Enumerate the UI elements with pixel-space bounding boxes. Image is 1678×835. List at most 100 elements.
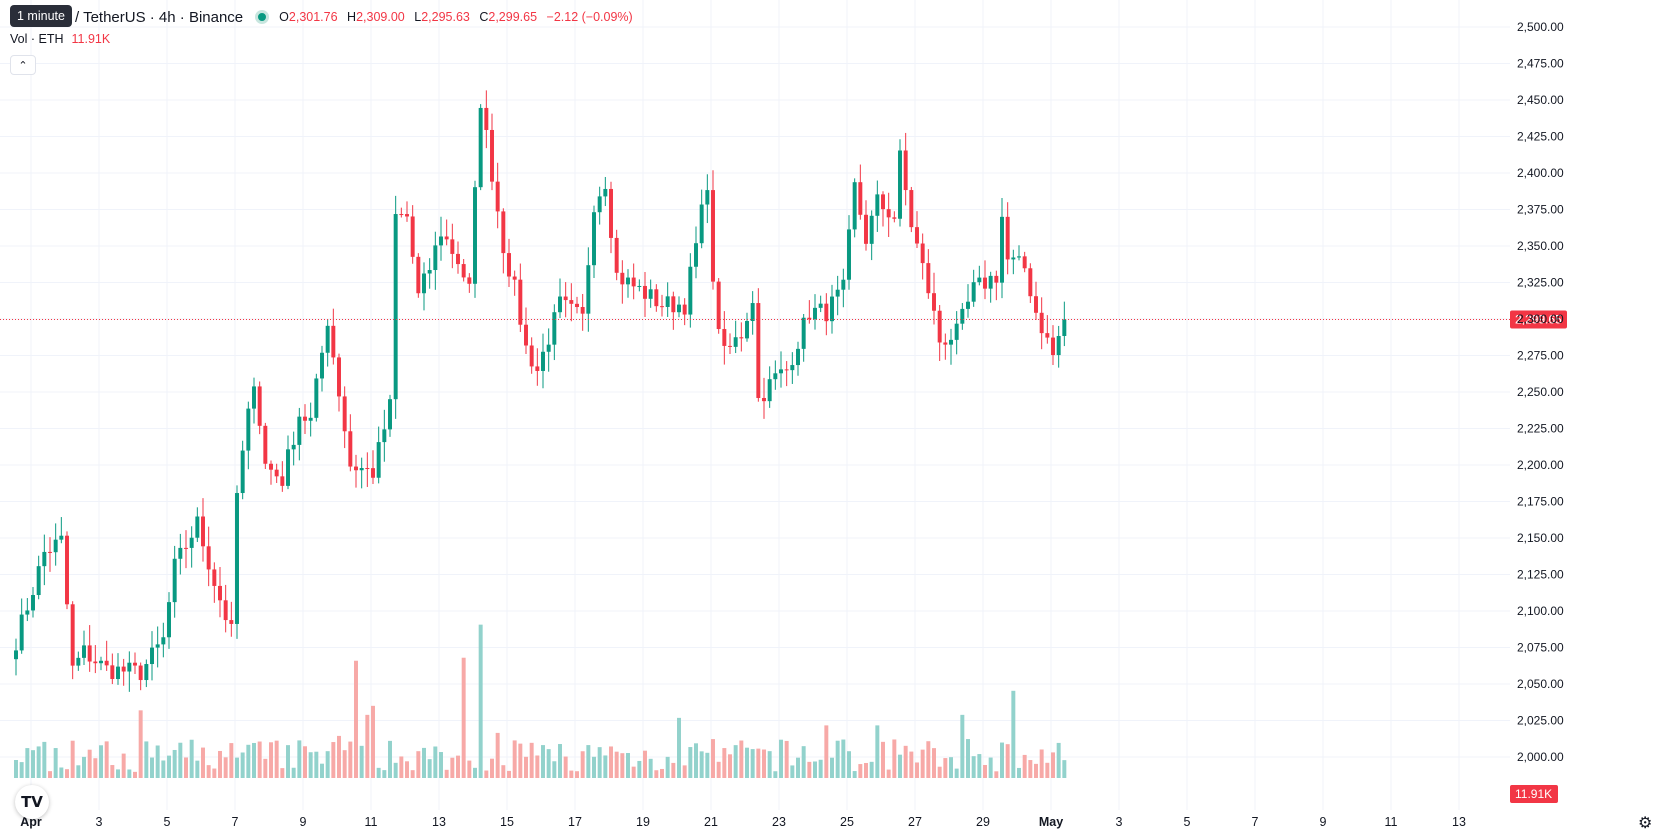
candle-body xyxy=(31,595,35,611)
candle-body xyxy=(852,182,857,230)
candle-body xyxy=(269,463,273,470)
volume-bar xyxy=(977,754,982,778)
time-tick-label: 27 xyxy=(908,815,922,829)
volume-bar xyxy=(620,753,625,778)
candle-body xyxy=(580,307,585,314)
volume-bar xyxy=(994,771,999,778)
volume-bar xyxy=(104,741,109,778)
symbol-title[interactable]: um / TetherUS · 4h · Binance xyxy=(50,8,244,26)
volume-bar xyxy=(1045,762,1050,778)
price-tick-label: 2,025.00 xyxy=(1517,714,1564,728)
candle-body xyxy=(603,188,608,197)
volume-bar xyxy=(1011,690,1016,778)
volume-bar xyxy=(461,657,466,778)
tradingview-logo[interactable]: TV xyxy=(15,785,49,819)
candle-body xyxy=(756,303,761,398)
volume-bar xyxy=(65,769,69,778)
volume-bar xyxy=(1005,744,1010,778)
candle-body xyxy=(1000,216,1004,283)
time-tick-label: 17 xyxy=(568,815,582,829)
price-tick-label: 2,125.00 xyxy=(1517,568,1564,582)
candle-body xyxy=(796,348,800,366)
candle-body xyxy=(983,277,987,289)
price-axis[interactable]: 2,500.00 2,475.00 2,450.00 2,425.00 2,400.00… xyxy=(1517,20,1564,764)
candle-body xyxy=(382,429,387,443)
collapse-legend-button[interactable]: ⌃ xyxy=(10,55,36,75)
volume-bar xyxy=(235,757,239,778)
candle-body xyxy=(546,344,551,352)
candle-body xyxy=(184,547,188,549)
candle-body xyxy=(53,539,58,553)
candle-body xyxy=(886,209,891,218)
candle-body xyxy=(1005,216,1010,260)
gear-icon[interactable]: ⚙ xyxy=(1638,815,1653,832)
candle-body xyxy=(314,378,319,418)
candle-body xyxy=(971,282,976,302)
volume-bar xyxy=(960,714,965,778)
market-status-icon[interactable] xyxy=(255,10,270,24)
volume-bar xyxy=(909,751,914,778)
candle-body xyxy=(144,664,149,681)
volume-bar xyxy=(937,766,942,778)
volume-bar xyxy=(603,755,608,778)
volume-bar xyxy=(195,760,200,778)
volume-bar xyxy=(308,752,313,778)
volume-bar xyxy=(597,747,602,778)
volume-bar xyxy=(433,746,438,778)
time-axis[interactable]: Apr 3 5 7 9 11 13 15 17 19 21 23 25 27 29 May 3 5 7 9 11 13 xyxy=(20,815,1466,829)
volume-bar xyxy=(263,758,268,778)
volume-bar xyxy=(569,770,574,778)
candle-body xyxy=(671,296,676,313)
candle-body xyxy=(960,308,965,324)
candle-body xyxy=(631,277,636,287)
candle-body xyxy=(682,304,687,315)
candle-body xyxy=(297,416,302,445)
candle-body xyxy=(127,662,132,672)
candle-body xyxy=(422,273,426,294)
volume-bar xyxy=(252,742,256,778)
volume-bar xyxy=(609,746,613,778)
symbol-legend[interactable]: um / TetherUS · 4h · Binance O2,301.76 H… xyxy=(10,6,633,28)
volume-bar xyxy=(87,749,92,778)
volume-bar xyxy=(643,750,647,778)
candle-body xyxy=(365,468,370,470)
volume-bar xyxy=(711,739,715,778)
last-price-label: 2,299.65 xyxy=(1515,313,1562,327)
volume-bar xyxy=(303,746,307,778)
volume-bar xyxy=(133,771,137,778)
volume-bar xyxy=(852,771,857,778)
volume-legend[interactable]: Vol · ETH 11.91K xyxy=(10,32,110,46)
volume-bar xyxy=(660,768,664,778)
volume-bar xyxy=(677,717,681,778)
volume-bar xyxy=(25,748,30,778)
price-tick-label: 2,400.00 xyxy=(1517,166,1564,180)
candle-body xyxy=(138,665,143,681)
volume-bar xyxy=(580,751,585,778)
price-tick-label: 2,175.00 xyxy=(1517,495,1564,509)
candle-body xyxy=(552,312,557,345)
volume-bar xyxy=(869,761,874,778)
volume-bar xyxy=(93,758,98,778)
high-label: H xyxy=(347,10,357,24)
candle-body xyxy=(915,227,919,244)
candle-body xyxy=(1051,337,1055,356)
volume-bar xyxy=(167,755,171,778)
volume-bar xyxy=(830,757,834,778)
candle-body xyxy=(869,215,874,244)
volume-bar xyxy=(818,759,823,778)
price-tick-label: 2,425.00 xyxy=(1517,130,1564,144)
volume-badge-label: 11.91K xyxy=(1515,787,1552,801)
candle-body xyxy=(246,408,251,451)
volume-bar xyxy=(48,771,52,778)
candle-body xyxy=(110,665,115,680)
candle-body xyxy=(257,386,262,426)
volume-bar xyxy=(563,756,568,778)
volume-bar xyxy=(59,767,64,778)
candle-body xyxy=(569,300,574,304)
candle-body xyxy=(694,243,698,267)
volume-bar xyxy=(682,765,687,778)
volume-bar xyxy=(1039,749,1044,778)
price-tick-label: 2,050.00 xyxy=(1517,677,1564,691)
price-tick-label: 2,475.00 xyxy=(1517,57,1564,71)
